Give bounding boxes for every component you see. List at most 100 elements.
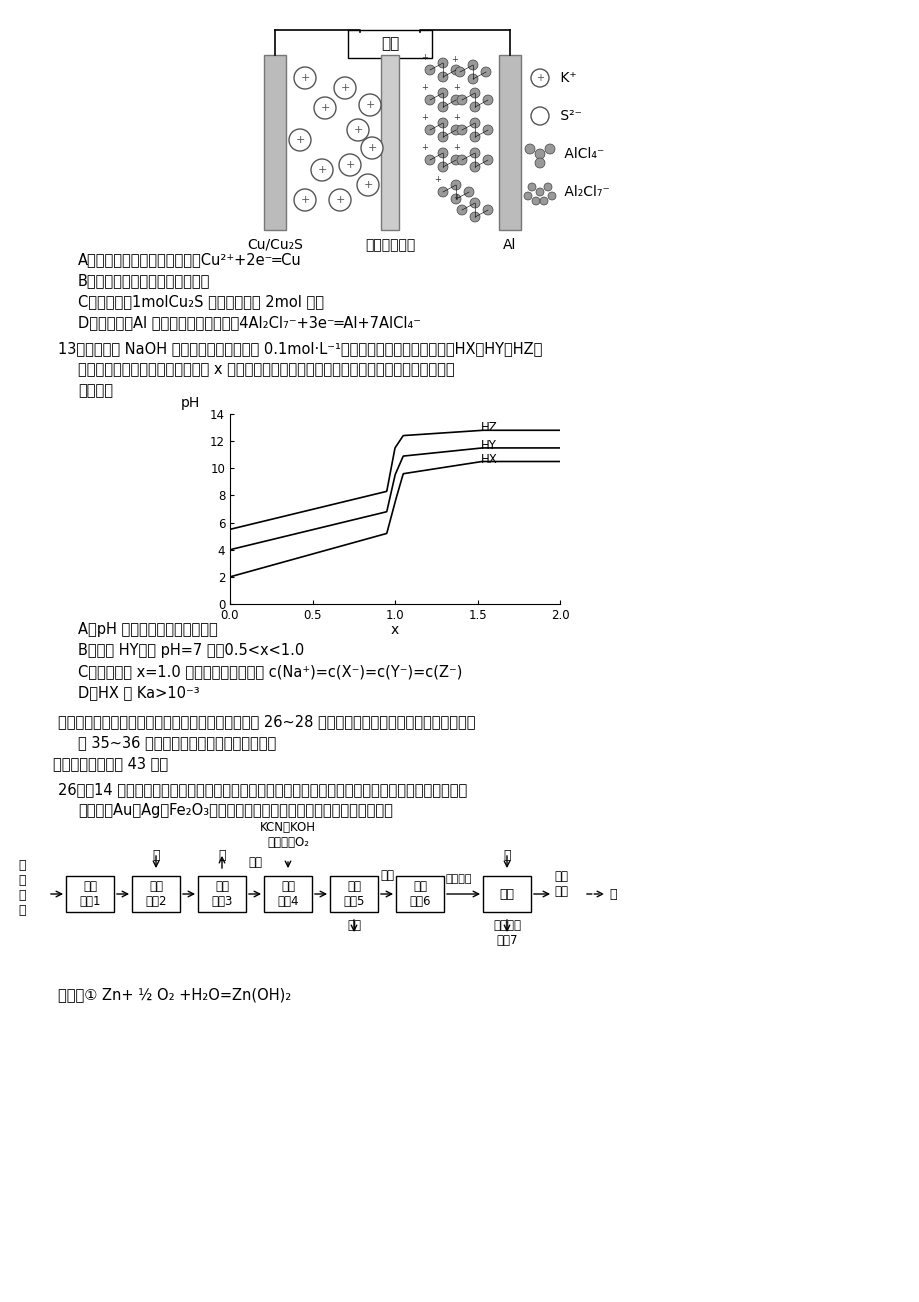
FancyBboxPatch shape xyxy=(395,876,444,911)
Text: Al: Al xyxy=(503,238,516,253)
Circle shape xyxy=(294,189,315,211)
Text: 滤液: 滤液 xyxy=(346,919,360,932)
Circle shape xyxy=(468,60,478,70)
Text: 浸出
步骤2: 浸出 步骤2 xyxy=(145,880,166,907)
Circle shape xyxy=(482,95,493,105)
Text: +: + xyxy=(453,113,460,122)
Text: 锌金
沉淀: 锌金 沉淀 xyxy=(553,870,567,898)
Text: +: + xyxy=(453,83,460,92)
Text: 置换: 置换 xyxy=(499,888,514,901)
Circle shape xyxy=(338,154,360,176)
Text: A．pH 突跃最大的酸的酸性最强: A．pH 突跃最大的酸的酸性最强 xyxy=(78,622,218,637)
Text: HY: HY xyxy=(481,439,496,452)
Circle shape xyxy=(470,161,480,172)
FancyBboxPatch shape xyxy=(264,876,312,911)
Text: 过滤
步骤5: 过滤 步骤5 xyxy=(343,880,364,907)
FancyBboxPatch shape xyxy=(498,55,520,230)
Circle shape xyxy=(481,66,491,77)
Text: 滤渣: 滤渣 xyxy=(380,868,393,881)
Text: 金: 金 xyxy=(608,888,616,901)
Circle shape xyxy=(437,59,448,68)
Circle shape xyxy=(525,145,535,154)
Circle shape xyxy=(482,125,493,135)
Circle shape xyxy=(289,129,311,151)
Circle shape xyxy=(535,158,544,168)
Circle shape xyxy=(425,155,435,165)
Text: 脱金贫液
步骤7: 脱金贫液 步骤7 xyxy=(493,919,520,947)
Text: C．当滴定至 x=1.0 时，三种溶液中存在 c(Na⁺)=c(X⁻)=c(Y⁻)=c(Z⁻): C．当滴定至 x=1.0 时，三种溶液中存在 c(Na⁺)=c(X⁻)=c(Y⁻… xyxy=(78,664,462,680)
Circle shape xyxy=(437,118,448,128)
Circle shape xyxy=(457,125,467,135)
FancyBboxPatch shape xyxy=(330,876,378,911)
Text: 浸出
步骤4: 浸出 步骤4 xyxy=(277,880,299,907)
Circle shape xyxy=(437,102,448,112)
FancyBboxPatch shape xyxy=(380,55,399,230)
FancyBboxPatch shape xyxy=(131,876,180,911)
Text: KCN、KOH
混合液和O₂: KCN、KOH 混合液和O₂ xyxy=(260,822,315,849)
Text: +: + xyxy=(300,195,310,204)
Circle shape xyxy=(450,125,460,135)
Text: 已知：① Zn+ ½ O₂ +H₂O=Zn(OH)₂: 已知：① Zn+ ½ O₂ +H₂O=Zn(OH)₂ xyxy=(58,987,291,1003)
Circle shape xyxy=(530,107,549,125)
Text: C．放电时，1molCu₂S 反应时，转移 2mol 电子: C．放电时，1molCu₂S 反应时，转移 2mol 电子 xyxy=(78,294,323,309)
Text: 负载: 负载 xyxy=(380,36,399,52)
Text: +: + xyxy=(421,83,428,92)
Text: +: + xyxy=(453,143,460,152)
Text: Cu/Cu₂S: Cu/Cu₂S xyxy=(247,238,302,253)
Circle shape xyxy=(450,194,460,204)
Circle shape xyxy=(539,197,548,204)
Circle shape xyxy=(536,187,543,197)
Text: HX: HX xyxy=(481,453,497,466)
Text: AlCl₄⁻: AlCl₄⁻ xyxy=(560,147,604,161)
Circle shape xyxy=(450,155,460,165)
Text: K⁺: K⁺ xyxy=(555,72,576,85)
Circle shape xyxy=(437,132,448,142)
Circle shape xyxy=(346,118,369,141)
Circle shape xyxy=(334,77,356,99)
Circle shape xyxy=(455,66,464,77)
Circle shape xyxy=(457,95,467,105)
Y-axis label: pH: pH xyxy=(180,396,199,410)
Circle shape xyxy=(425,65,435,76)
Circle shape xyxy=(437,187,448,197)
Text: 第 35~36 题为选考题，考生根据要求作答。: 第 35~36 题为选考题，考生根据要求作答。 xyxy=(78,736,276,750)
Circle shape xyxy=(548,191,555,201)
Text: 错误的是: 错误的是 xyxy=(78,383,113,398)
Text: +: + xyxy=(353,125,362,135)
Text: +: + xyxy=(300,73,310,83)
Text: +: + xyxy=(365,100,374,109)
FancyBboxPatch shape xyxy=(482,876,530,911)
Text: 过滤
步骤3: 过滤 步骤3 xyxy=(211,880,233,907)
Text: +: + xyxy=(421,53,428,62)
FancyBboxPatch shape xyxy=(66,876,114,911)
Text: +: + xyxy=(317,165,326,174)
Text: Al₂Cl₇⁻: Al₂Cl₇⁻ xyxy=(560,185,609,199)
Text: 一洗涤液: 一洗涤液 xyxy=(446,874,472,884)
X-axis label: x: x xyxy=(391,624,399,637)
Circle shape xyxy=(358,94,380,116)
Circle shape xyxy=(528,184,536,191)
Circle shape xyxy=(437,89,448,98)
Circle shape xyxy=(425,95,435,105)
Text: 银: 银 xyxy=(218,849,225,862)
Circle shape xyxy=(437,148,448,158)
Circle shape xyxy=(482,155,493,165)
Circle shape xyxy=(313,98,335,118)
Circle shape xyxy=(544,145,554,154)
FancyBboxPatch shape xyxy=(347,30,432,59)
Circle shape xyxy=(470,89,480,98)
Circle shape xyxy=(470,148,480,158)
Text: D．充电时，Al 为阴极，电极反应式为4Al₂Cl₇⁻+3e⁻═Al+7AlCl₄⁻: D．充电时，Al 为阴极，电极反应式为4Al₂Cl₇⁻+3e⁻═Al+7AlCl… xyxy=(78,315,421,329)
Text: （成分为Au、Ag、Fe₂O₃和其它不溶性杂质）中提取金。工艺流程如下：: （成分为Au、Ag、Fe₂O₃和其它不溶性杂质）中提取金。工艺流程如下： xyxy=(78,803,392,818)
Circle shape xyxy=(425,125,435,135)
Text: +: + xyxy=(335,195,345,204)
Text: +: + xyxy=(367,143,376,154)
Circle shape xyxy=(450,180,460,190)
Text: +: + xyxy=(434,176,441,185)
Text: 锌: 锌 xyxy=(503,849,510,862)
Circle shape xyxy=(294,66,315,89)
Text: +: + xyxy=(340,83,349,92)
Circle shape xyxy=(329,189,351,211)
Text: （一）必考题：共 43 分。: （一）必考题：共 43 分。 xyxy=(53,756,168,771)
Circle shape xyxy=(457,155,467,165)
